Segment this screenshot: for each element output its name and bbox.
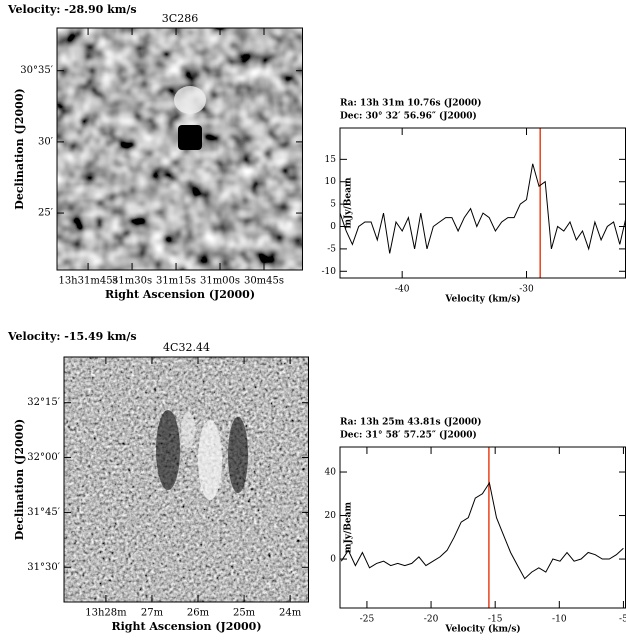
chart-title: 3C286 [162, 12, 198, 25]
x-tick-label: -15 [488, 615, 503, 625]
x-axis-label: Right Ascension (J2000) [105, 288, 255, 301]
x-tick-label: 31m30s [112, 276, 152, 287]
x-tick-label: 13h31m45s [58, 276, 117, 287]
y-tick-label: 0 [330, 222, 336, 232]
x-tick-label: 31m15s [156, 276, 196, 287]
dec-label: Dec: 30° 32′ 56.96″ (J2000) [340, 111, 477, 122]
y-tick-label: 15 [325, 155, 337, 165]
x-tick-label: -10 [552, 615, 567, 625]
x-tick-label: 30m45s [244, 276, 284, 287]
x-tick-label: 31m00s [200, 276, 240, 287]
y-tick-label: -5 [327, 244, 336, 254]
x-tick-label: -30 [519, 285, 534, 295]
y-tick-label: 10 [325, 177, 337, 187]
velocity-label: Velocity: -15.49 km/s [7, 330, 137, 343]
y-tick-label: 31°45′ [27, 507, 60, 518]
y-tick-label: 25′ [38, 208, 54, 219]
y-axis-label: mJy/Beam [344, 177, 354, 228]
y-tick-label: 32°15′ [27, 397, 60, 408]
sky-image [64, 357, 309, 602]
y-tick-label: 31°30′ [27, 562, 60, 573]
x-tick-label: -5 [619, 615, 626, 625]
source [156, 410, 248, 500]
spectrum-line [339, 163, 626, 254]
x-tick-label: 25m [233, 608, 256, 619]
y-tick-label: 20 [325, 511, 337, 521]
y-tick-label: 30°35′ [20, 65, 53, 76]
ra-label: Ra: 13h 25m 43.81s (J2000) [340, 417, 482, 428]
x-tick-label: 26m [187, 608, 210, 619]
y-tick-label: 30′ [38, 136, 54, 147]
x-tick-label: -40 [395, 285, 410, 295]
x-axis-label: Velocity (km/s) [444, 294, 520, 305]
ra-label: Ra: 13h 31m 10.76s (J2000) [340, 98, 482, 109]
chart-title: 4C32.44 [163, 341, 210, 354]
y-tick-label: -10 [322, 267, 337, 277]
x-tick-label: -25 [360, 615, 375, 625]
y-tick-label: 32°00′ [27, 452, 60, 463]
y-axis-label: Declination (J2000) [13, 88, 26, 209]
x-tick-label: 27m [141, 608, 164, 619]
axes-frame [56, 27, 303, 271]
y-tick-label: 0 [330, 555, 336, 565]
spectrum-line [340, 481, 624, 580]
x-tick-label: 24m [279, 608, 302, 619]
y-tick-label: 5 [330, 200, 336, 210]
y-axis-label: mJy/Beam [344, 502, 354, 553]
x-axis-label: Right Ascension (J2000) [111, 620, 261, 633]
dark-blob [178, 125, 202, 150]
y-tick-label: 40 [325, 468, 337, 478]
x-tick-label: -20 [424, 615, 439, 625]
axes-frame [339, 446, 626, 609]
bright-blob [174, 86, 206, 114]
axes-frame [339, 127, 626, 279]
y-axis-label: Declination (J2000) [13, 419, 26, 540]
x-axis-label: Velocity (km/s) [444, 624, 520, 635]
axes-frame [63, 356, 309, 603]
velocity-label: Velocity: -28.90 km/s [7, 3, 137, 16]
dec-label: Dec: 31° 58′ 57.25″ (J2000) [340, 430, 477, 441]
x-tick-label: 13h28m [85, 608, 127, 619]
